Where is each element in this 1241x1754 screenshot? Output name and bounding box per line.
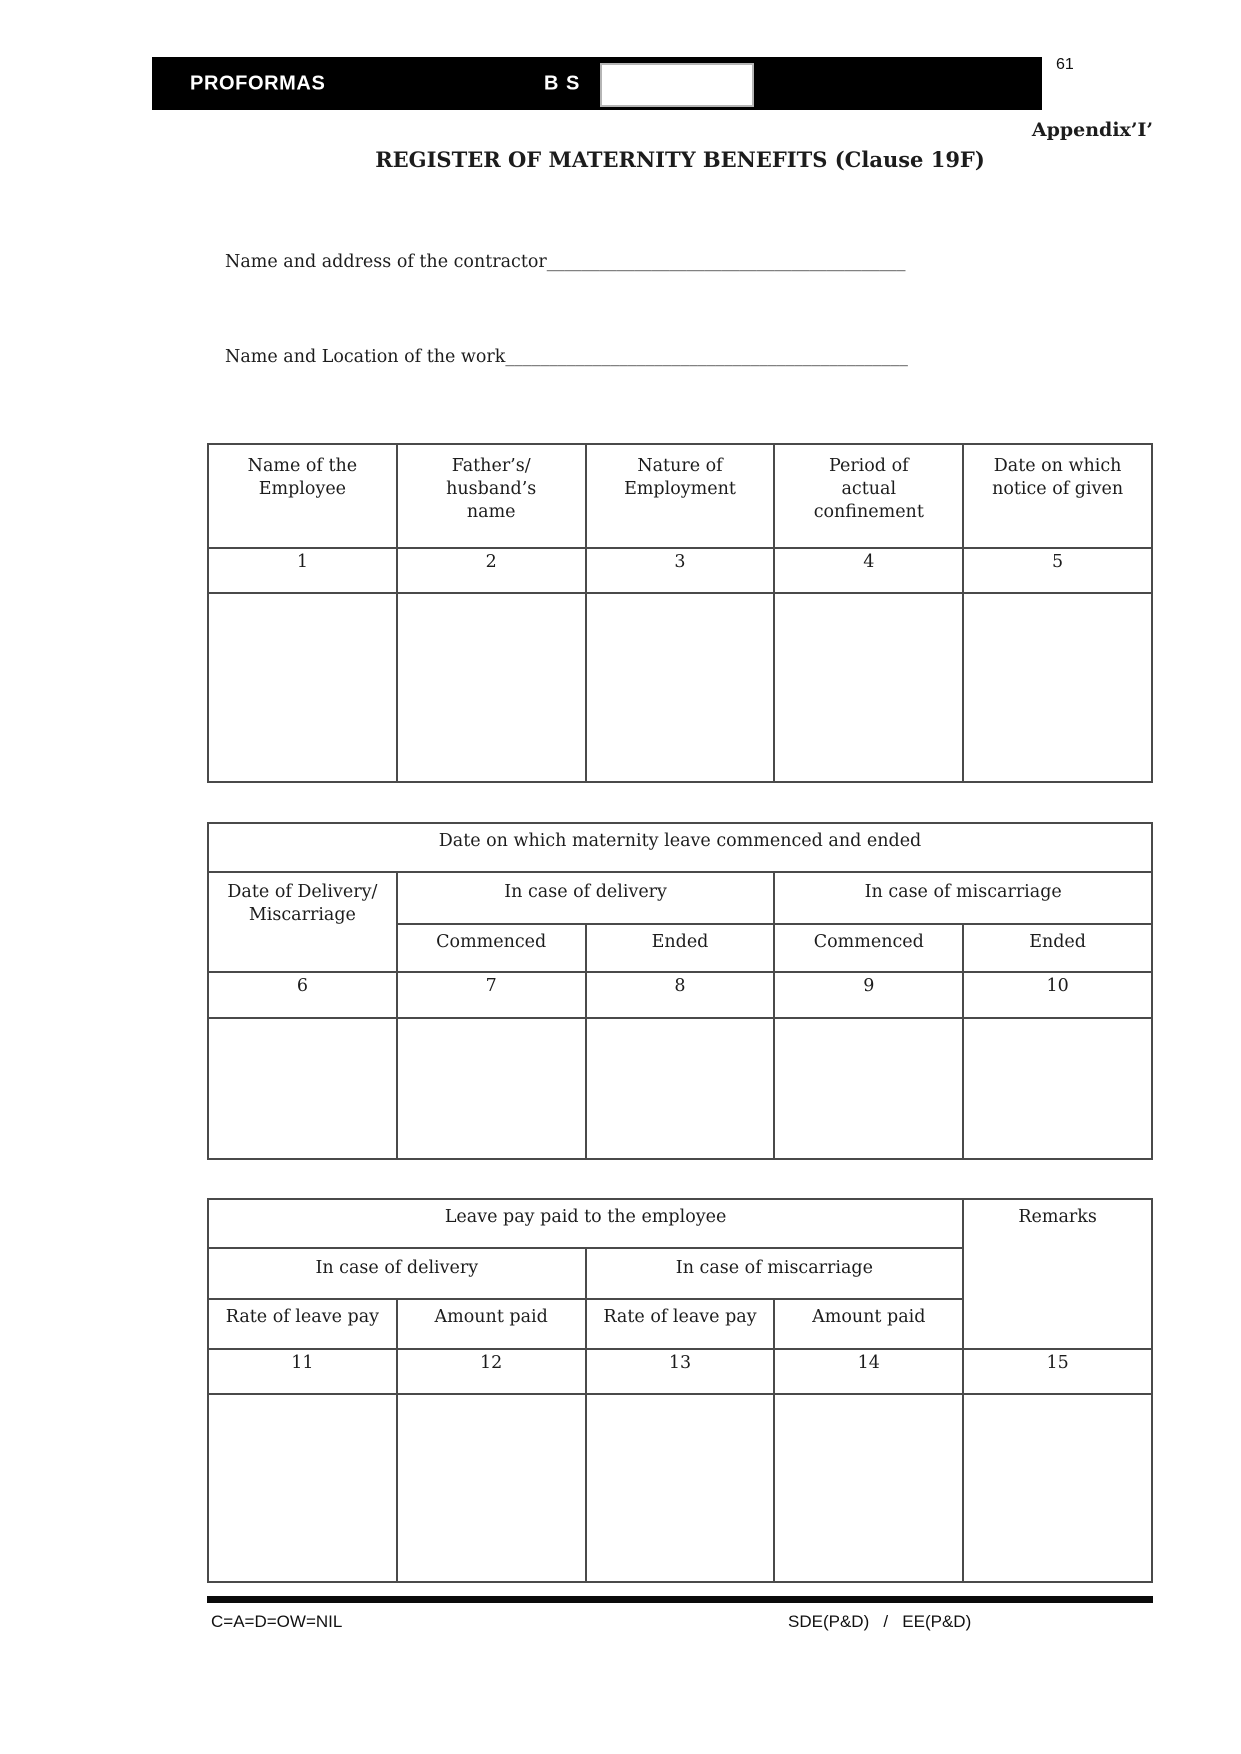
column-number-cell: 3 xyxy=(584,547,776,594)
footer-rule xyxy=(207,1596,1153,1603)
column-number-cell: 8 xyxy=(584,971,776,1019)
table-row: 1 2 3 4 5 xyxy=(207,547,1153,594)
sub-header: Commenced xyxy=(395,923,587,973)
column-header: Date of Delivery/ Miscarriage xyxy=(207,871,398,973)
header-section-label: PROFORMAS xyxy=(190,72,326,94)
table-leave-pay: Leave pay paid to the employee Remarks I… xyxy=(206,1198,1153,1583)
table-row xyxy=(207,1393,1153,1583)
sub-header: Rate of leave pay xyxy=(584,1298,776,1350)
empty-cell xyxy=(584,592,776,783)
column-number-cell: 1 xyxy=(207,547,398,594)
column-number-cell: 4 xyxy=(773,547,965,594)
table-row: Commenced Ended Commenced Ended xyxy=(208,923,1153,973)
footer-left-text: C=A=D=OW=NIL xyxy=(211,1612,343,1631)
sub-header: Ended xyxy=(962,923,1153,973)
table-row: Rate of leave pay Amount paid Rate of le… xyxy=(207,1298,1152,1350)
field-contractor-blank: ________________________________________… xyxy=(546,252,906,272)
redaction-box xyxy=(600,63,754,107)
column-number-cell: 12 xyxy=(395,1348,587,1395)
field-work-label: Name and Location of the work xyxy=(225,347,506,367)
remarks-header: Remarks xyxy=(962,1198,1153,1350)
column-number-cell: 14 xyxy=(773,1348,965,1395)
sub-header: Amount paid xyxy=(395,1298,587,1350)
field-contractor: Name and address of the contractor______… xyxy=(225,252,906,272)
group-header: In case of delivery xyxy=(207,1247,587,1300)
column-number-cell: 6 xyxy=(207,971,398,1019)
column-number-cell: 7 xyxy=(395,971,587,1019)
footer-right-text: SDE(P&D) / EE(P&D) xyxy=(788,1612,972,1631)
column-header: Date on which notice of given xyxy=(962,443,1153,549)
empty-cell xyxy=(773,1393,965,1583)
column-header: Name of the Employee xyxy=(207,443,398,549)
sub-header: Amount paid xyxy=(773,1298,965,1350)
column-number-cell: 9 xyxy=(773,971,965,1019)
empty-cell xyxy=(962,1017,1153,1160)
group-header: In case of miscarriage xyxy=(773,871,1153,925)
group-header: In case of miscarriage xyxy=(584,1247,965,1300)
group-header: In case of delivery xyxy=(395,871,776,925)
empty-cell xyxy=(207,1393,398,1583)
table-row: Name of the Employee Father’s/ husband’s… xyxy=(207,443,1153,549)
sub-header: Commenced xyxy=(773,923,965,973)
empty-cell xyxy=(584,1017,776,1160)
table-row: In case of delivery In case of miscarria… xyxy=(207,1247,1152,1300)
header-bar: PROFORMAS B S xyxy=(152,57,1042,110)
column-header: Nature of Employment xyxy=(584,443,776,549)
empty-cell xyxy=(207,1017,398,1160)
empty-cell xyxy=(773,592,965,783)
column-header: Period of actual confinement xyxy=(773,443,965,549)
empty-cell xyxy=(207,592,398,783)
column-number-cell: 11 xyxy=(207,1348,398,1395)
empty-cell xyxy=(584,1393,776,1583)
sub-header: Ended xyxy=(584,923,776,973)
empty-cell xyxy=(395,592,587,783)
field-work-blank: ________________________________________… xyxy=(505,347,908,367)
column-header: Father’s/ husband’s name xyxy=(395,443,587,549)
table-row: Date on which maternity leave commenced … xyxy=(207,822,1153,873)
table-row: 11 12 13 14 15 xyxy=(207,1348,1153,1395)
table-employee-details: Name of the Employee Father’s/ husband’s… xyxy=(207,443,1153,783)
span-header: Leave pay paid to the employee xyxy=(206,1198,965,1249)
span-header: Date on which maternity leave commenced … xyxy=(207,822,1153,873)
column-number-cell: 13 xyxy=(584,1348,776,1395)
field-contractor-label: Name and address of the contractor xyxy=(225,252,547,272)
table-row xyxy=(207,1017,1153,1160)
page-title: REGISTER OF MATERNITY BENEFITS (Clause 1… xyxy=(375,147,985,172)
header-bs-label: B S xyxy=(544,72,581,94)
empty-cell xyxy=(962,592,1153,783)
empty-cell xyxy=(962,1393,1153,1583)
column-number-cell: 2 xyxy=(395,547,587,594)
empty-cell xyxy=(395,1017,587,1160)
column-number-cell: 15 xyxy=(962,1348,1153,1395)
page-number: 61 xyxy=(1056,56,1074,73)
table-row xyxy=(207,592,1153,783)
empty-cell xyxy=(773,1017,965,1160)
table-row: Date of Delivery/ Miscarriage In case of… xyxy=(207,871,1153,973)
appendix-label: Appendix’I’ xyxy=(1031,119,1153,141)
column-number-cell: 10 xyxy=(962,971,1153,1019)
sub-header: Rate of leave pay xyxy=(207,1298,398,1350)
table-maternity-leave-dates: Date on which maternity leave commenced … xyxy=(207,822,1153,1160)
field-work: Name and Location of the work___________… xyxy=(225,347,908,367)
empty-cell xyxy=(395,1393,587,1583)
column-number-cell: 5 xyxy=(962,547,1153,594)
table-row: Leave pay paid to the employee Remarks xyxy=(206,1198,1153,1350)
table-row: 6 7 8 9 10 xyxy=(207,971,1153,1019)
